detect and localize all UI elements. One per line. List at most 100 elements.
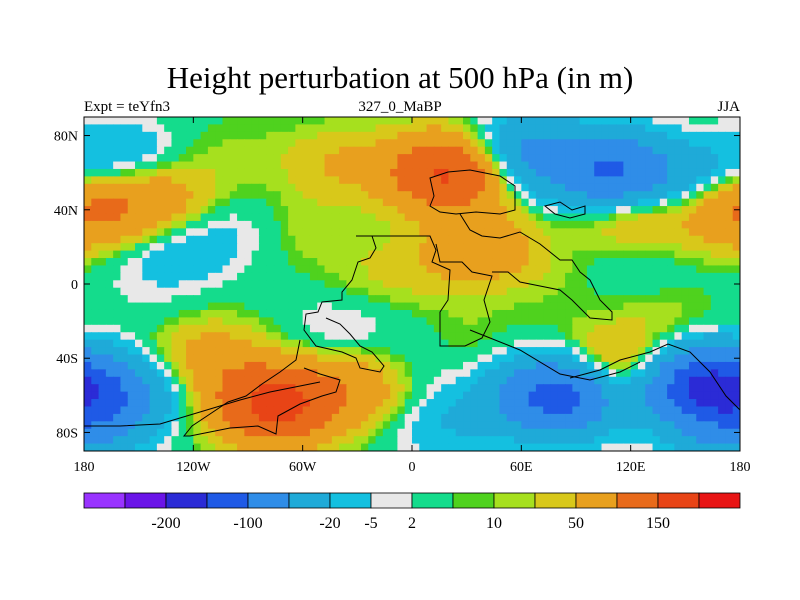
field-cell [419,154,428,163]
field-cell [499,391,508,400]
field-cell [156,376,165,385]
field-cell [565,413,573,422]
field-cell [331,183,340,192]
field-cell [477,176,486,185]
field-cell [630,280,639,289]
field-cell [186,235,194,244]
field-cell [368,428,377,437]
field-cell [506,369,515,378]
field-cell [156,243,165,252]
field-cell [339,324,347,333]
field-cell [215,324,224,333]
field-cell [360,183,369,192]
field-cell [237,265,245,274]
field-cell [193,406,202,415]
field-cell [565,183,573,192]
field-cell [156,161,165,170]
field-cell [667,339,675,348]
field-cell [506,428,515,437]
field-cell [237,161,245,170]
field-cell [412,339,420,348]
field-cell [273,124,282,133]
field-cell [368,287,377,296]
field-cell [477,280,486,289]
field-cell [193,361,202,370]
field-cell [266,117,275,126]
field-cell [433,131,442,140]
field-cell [696,258,705,267]
field-cell [84,332,92,341]
field-cell [135,250,143,259]
field-cell [178,168,187,177]
field-cell [368,191,377,200]
field-cell [120,228,129,237]
field-cell [492,428,501,437]
field-cell [309,436,318,445]
field-cell [718,235,727,244]
field-cell [382,258,391,267]
field-cell [309,272,318,281]
field-cell [149,376,158,385]
field-cell [703,176,712,185]
field-cell [688,309,697,318]
field-cell [251,280,260,289]
field-cell [433,287,442,296]
field-cell [616,369,624,378]
field-cell [433,161,442,170]
field-cell [142,428,151,437]
field-cell [309,161,318,170]
field-cell [630,235,639,244]
field-cell [703,154,712,163]
field-cell [164,354,173,363]
field-cell [127,309,136,318]
field-cell [273,384,282,393]
field-cell [142,339,151,348]
field-cell [200,369,209,378]
field-cell [353,161,362,170]
field-cell [448,280,457,289]
field-cell [178,317,187,326]
field-cell [535,191,544,200]
field-cell [346,198,355,207]
field-cell [725,228,734,237]
field-cell [586,399,595,408]
field-cell [572,139,581,148]
field-cell [266,309,275,318]
field-cell [353,317,362,326]
field-cell [84,272,92,281]
field-cell [667,154,675,163]
field-cell [710,176,719,185]
field-cell [390,347,399,356]
field-cell [404,324,413,333]
field-cell [317,436,326,445]
field-cell [710,361,719,370]
field-cell [433,369,442,378]
field-cell [222,265,231,274]
field-cell [514,235,522,244]
field-cell [171,354,180,363]
field-cell [667,391,675,400]
field-cell [601,258,610,267]
field-cell [565,428,573,437]
field-cell [113,428,122,437]
field-cell [608,161,617,170]
field-cell [309,391,318,400]
field-cell [732,161,740,170]
field-cell [732,243,740,252]
field-cell [302,272,311,281]
field-cell [317,391,326,400]
field-cell [419,406,428,415]
field-cell [127,139,136,148]
field-cell [441,309,450,318]
field-cell [514,154,522,163]
field-cell [251,295,260,304]
field-cell [688,443,697,451]
field-cell [463,280,471,289]
field-cell [178,413,187,422]
field-cell [433,406,442,415]
field-cell [273,287,282,296]
field-cell [455,421,464,430]
field-cell [207,332,216,341]
field-cell [419,183,428,192]
field-cell [200,161,209,170]
